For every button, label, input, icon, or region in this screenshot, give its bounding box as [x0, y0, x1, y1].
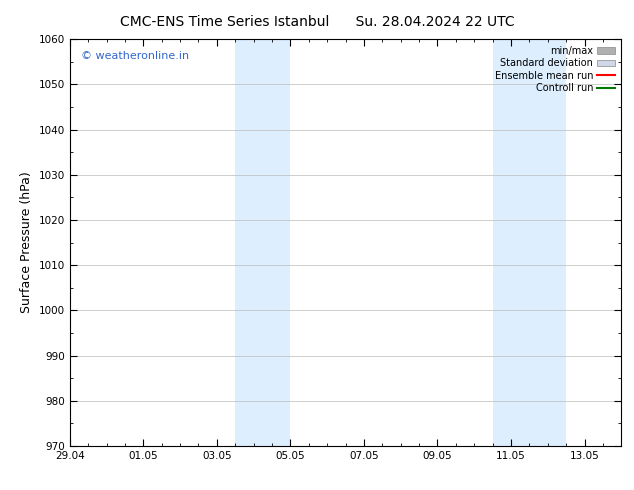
Text: © weatheronline.in: © weatheronline.in	[81, 51, 189, 61]
Text: CMC-ENS Time Series Istanbul      Su. 28.04.2024 22 UTC: CMC-ENS Time Series Istanbul Su. 28.04.2…	[120, 15, 514, 29]
Bar	[529, 39, 566, 446]
Y-axis label: Surface Pressure (hPa): Surface Pressure (hPa)	[20, 172, 33, 314]
Bar	[235, 39, 290, 446]
Legend: min/max, Standard deviation, Ensemble mean run, Controll run: min/max, Standard deviation, Ensemble me…	[493, 44, 616, 95]
Bar	[493, 39, 529, 446]
